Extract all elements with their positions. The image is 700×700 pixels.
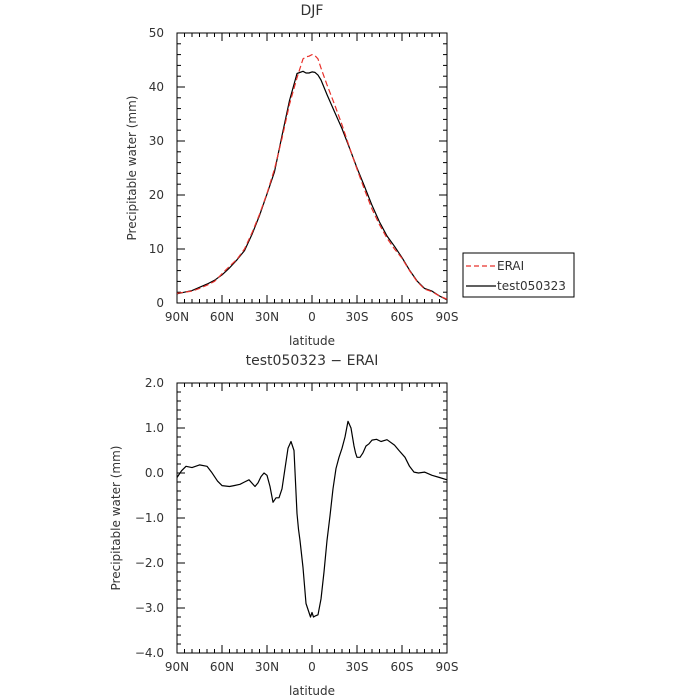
- bottom-ytick-label: −2.0: [135, 556, 164, 570]
- top-panel-ylabel: Precipitable water (mm): [125, 96, 139, 241]
- bottom-xtick-label: 90N: [165, 660, 189, 674]
- bottom-ytick-label: −3.0: [135, 601, 164, 615]
- top-ytick-label: 40: [149, 80, 164, 94]
- test050323-series-line: [176, 70, 448, 301]
- bottom-xtick-label: 90S: [436, 660, 459, 674]
- top-ytick-label: 30: [149, 134, 164, 148]
- top-ytick-label: 10: [149, 242, 164, 256]
- bottom-ytick-label: −4.0: [135, 646, 164, 660]
- bottom-xtick-label: 0: [308, 660, 316, 674]
- top-xtick-label: 90N: [165, 310, 189, 324]
- legend: ERAI test050323: [462, 252, 575, 298]
- bottom-xtick-label: 60N: [210, 660, 234, 674]
- bottom-panel-ylabel: Precipitable water (mm): [109, 446, 123, 591]
- legend-box: [462, 252, 575, 298]
- legend-erai-label: ERAI: [497, 259, 524, 273]
- top-panel: DJF 90N 60N 30N 0 30S 60S 90S 0 10 20 30 40 50 latit…: [125, 3, 458, 348]
- top-xtick-label: 0: [308, 310, 316, 324]
- top-xtick-label: 90S: [436, 310, 459, 324]
- erai-series-line: [176, 53, 448, 300]
- bottom-xtick-label: 30S: [346, 660, 369, 674]
- top-ytick-label: 0: [156, 296, 164, 310]
- bottom-ytick-label: 0.0: [145, 466, 164, 480]
- top-xtick-label: 30S: [346, 310, 369, 324]
- top-xtick-label: 60S: [391, 310, 414, 324]
- bottom-panel-xlabel: latitude: [289, 684, 335, 698]
- bottom-ytick-label: 2.0: [145, 376, 164, 390]
- top-ytick-label: 50: [149, 26, 164, 40]
- bottom-panel: test050323 − ERAI 90N 60N 30N 0 30S 60S 90S −4.…: [109, 353, 458, 698]
- bottom-xtick-label: 60S: [391, 660, 414, 674]
- bottom-panel-title: test050323 − ERAI: [246, 353, 379, 369]
- bottom-xtick-label: 30N: [255, 660, 279, 674]
- legend-test-label: test050323: [497, 279, 566, 293]
- top-ytick-label: 20: [149, 188, 164, 202]
- top-xtick-label: 60N: [210, 310, 234, 324]
- top-panel-title: DJF: [301, 3, 324, 19]
- top-panel-xlabel: latitude: [289, 334, 335, 348]
- difference-series-line: [176, 420, 448, 618]
- top-xtick-label: 30N: [255, 310, 279, 324]
- top-plot-frame: [176, 32, 448, 304]
- bottom-ytick-label: −1.0: [135, 511, 164, 525]
- bottom-ytick-label: 1.0: [145, 421, 164, 435]
